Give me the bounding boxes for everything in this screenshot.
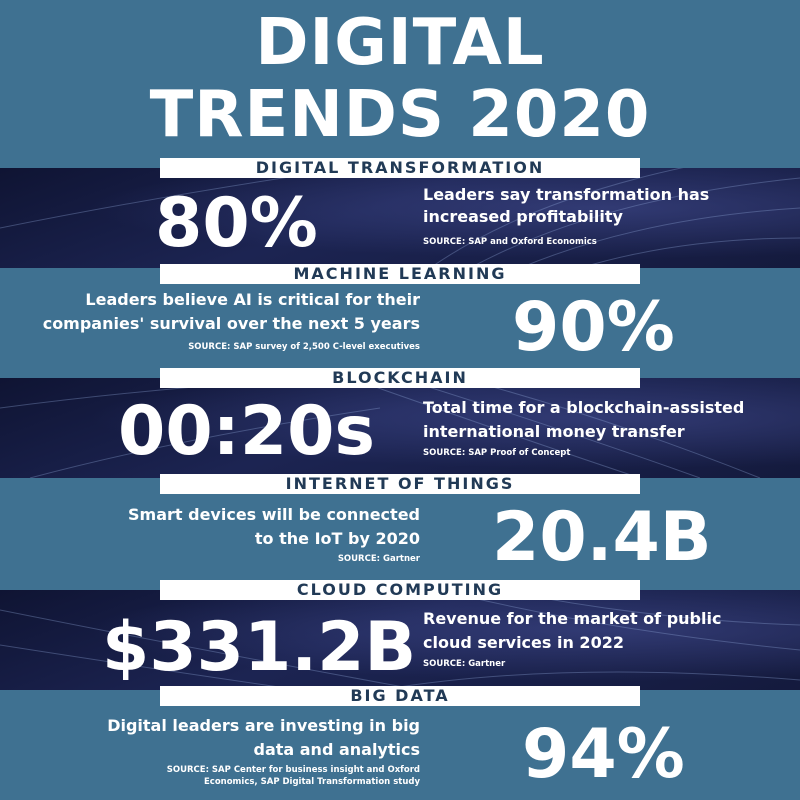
stat-blockchain: 00:20s <box>118 392 375 471</box>
source-big-data-line2: Economics, SAP Digital Transformation st… <box>203 777 420 787</box>
source-iot: SOURCE: Gartner <box>337 554 420 564</box>
desc-big-data-line2: data and analytics <box>253 740 420 759</box>
desc-iot-line2: to the IoT by 2020 <box>254 529 420 548</box>
desc-blockchain-line2: international money transfer <box>423 422 685 441</box>
source-big-data-line1: SOURCE: SAP Center for business insight … <box>166 765 420 775</box>
desc-cloud-computing-line1: Revenue for the market of public <box>423 609 722 628</box>
stat-big-data: 94% <box>522 715 685 794</box>
star-trails-decoration <box>0 168 800 268</box>
stat-machine-learning: 90% <box>512 288 675 367</box>
page-title-line1: DIGITAL <box>255 6 545 80</box>
digital-transformation-band <box>0 168 800 268</box>
page-title-line2: TRENDS 2020 <box>149 78 651 152</box>
desc-digital-transformation-line2: increased profitability <box>423 207 623 226</box>
desc-digital-transformation-line1: Leaders say transformation has <box>423 185 710 204</box>
source-digital-transformation: SOURCE: SAP and Oxford Economics <box>423 237 597 247</box>
stat-cloud-computing: $331.2B <box>102 608 417 687</box>
section-label-cloud-computing: CLOUD COMPUTING <box>160 580 640 600</box>
desc-big-data-line1: Digital leaders are investing in big <box>107 716 420 735</box>
cloud-computing-band <box>0 590 800 690</box>
desc-blockchain-line1: Total time for a blockchain-assisted <box>423 398 745 417</box>
blockchain-band <box>0 378 800 478</box>
section-label-digital-transformation: DIGITAL TRANSFORMATION <box>160 158 640 178</box>
section-label-blockchain: BLOCKCHAIN <box>160 368 640 388</box>
source-blockchain: SOURCE: SAP Proof of Concept <box>423 448 571 458</box>
star-trails-decoration <box>0 378 761 478</box>
section-label-internet-of-things: INTERNET OF THINGS <box>160 474 640 494</box>
source-machine-learning: SOURCE: SAP survey of 2,500 C-level exec… <box>188 342 420 352</box>
desc-machine-learning-line1: Leaders believe AI is critical for their <box>85 290 420 309</box>
desc-cloud-computing-line2: cloud services in 2022 <box>423 633 624 652</box>
section-label-big-data: BIG DATA <box>160 686 640 706</box>
source-cloud-computing: SOURCE: Gartner <box>423 659 506 669</box>
desc-machine-learning-line2: companies' survival over the next 5 year… <box>42 314 420 333</box>
stat-digital-transformation: 80% <box>155 184 318 263</box>
star-trails-decoration <box>0 590 800 690</box>
stat-iot: 20.4B <box>492 498 712 577</box>
section-label-machine-learning: MACHINE LEARNING <box>160 264 640 284</box>
desc-iot-line1: Smart devices will be connected <box>128 505 420 524</box>
